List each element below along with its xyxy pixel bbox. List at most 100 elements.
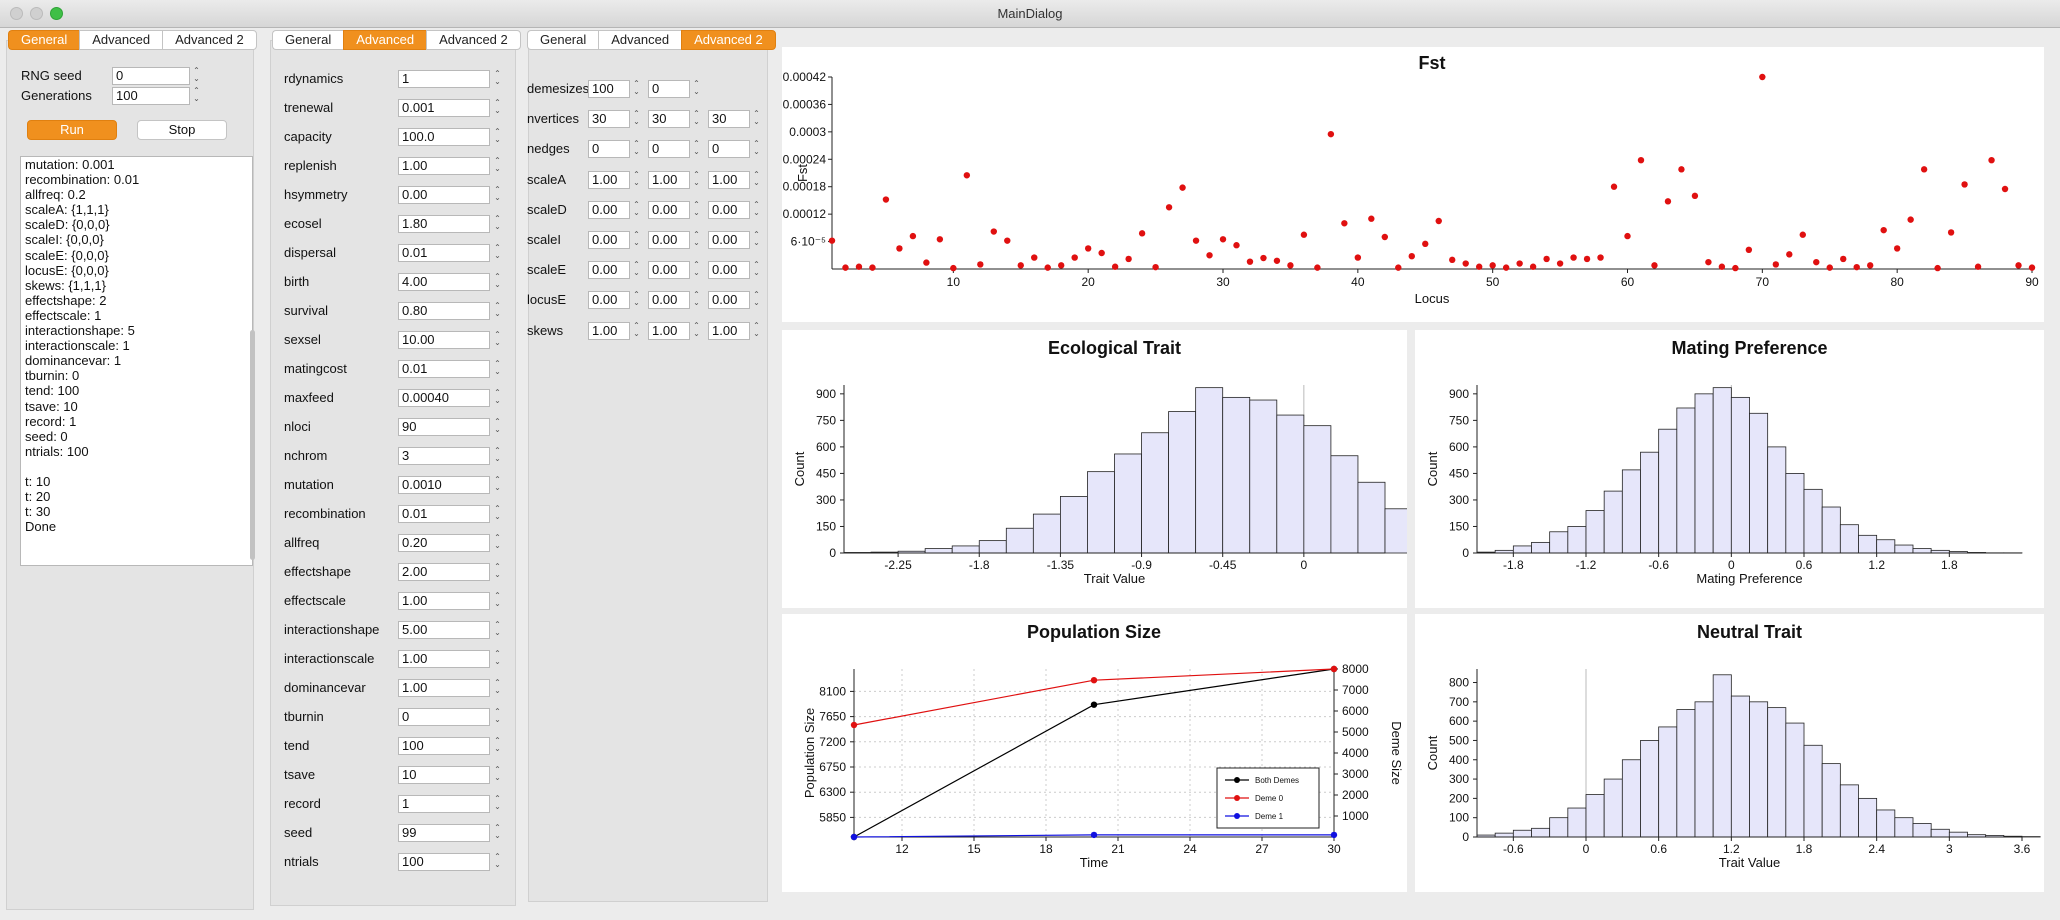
run-button[interactable]: Run (27, 120, 117, 140)
adv2-input-scaleA-2[interactable]: 1.00 (708, 170, 750, 189)
adv2-stepper-demesizes-1[interactable]: ⌃ ⌄ (693, 79, 700, 96)
param-stepper-ecosel[interactable]: ⌃ ⌄ (494, 214, 501, 231)
param-input-dispersal[interactable]: 0.01 (398, 244, 490, 262)
param-stepper-birth[interactable]: ⌃ ⌄ (494, 272, 501, 289)
generations-input[interactable]: 100 (112, 87, 190, 105)
rng-seed-stepper[interactable]: ⌃ ⌄ (193, 66, 200, 83)
param-input-record[interactable]: 1 (398, 795, 490, 813)
param-stepper-dominancevar[interactable]: ⌃ ⌄ (494, 678, 501, 695)
adv2-input-nedges-0[interactable]: 0 (588, 140, 630, 159)
adv2-input-scaleI-0[interactable]: 0.00 (588, 231, 630, 249)
param-input-trenewal[interactable]: 0.001 (398, 99, 490, 117)
adv2-input-skews-0[interactable]: 1.00 (588, 321, 630, 340)
log-scrollbar[interactable] (250, 330, 255, 560)
adv2-stepper-skews-2[interactable]: ⌃ ⌄ (753, 320, 760, 338)
close-window-button[interactable] (10, 7, 23, 20)
param-input-recombination[interactable]: 0.01 (398, 505, 490, 523)
param-input-maxfeed[interactable]: 0.00040 (398, 389, 490, 407)
adv2-stepper-scaleI-0[interactable]: ⌃ ⌄ (633, 230, 640, 247)
adv2-input-locusE-0[interactable]: 0.00 (588, 291, 630, 310)
adv2-input-scaleI-2[interactable]: 0.00 (708, 231, 750, 249)
adv2-input-scaleD-2[interactable]: 0.00 (708, 200, 750, 219)
maximize-window-button[interactable] (50, 7, 63, 20)
param-input-nchrom[interactable]: 3 (398, 447, 490, 465)
param-stepper-hsymmetry[interactable]: ⌃ ⌄ (494, 185, 501, 202)
param-stepper-effectshape[interactable]: ⌃ ⌄ (494, 562, 501, 579)
adv2-stepper-nvertices-0[interactable]: ⌃ ⌄ (633, 109, 640, 127)
param-stepper-record[interactable]: ⌃ ⌄ (494, 794, 501, 811)
generations-stepper[interactable]: ⌃ ⌄ (193, 86, 200, 103)
adv2-input-nvertices-0[interactable]: 30 (588, 110, 630, 129)
adv2-stepper-scaleE-2[interactable]: ⌃ ⌄ (753, 260, 760, 278)
adv2-input-demesizes-1[interactable]: 0 (648, 80, 690, 98)
tab-general[interactable]: General (8, 30, 80, 50)
param-stepper-sexsel[interactable]: ⌃ ⌄ (494, 330, 501, 347)
param-input-tend[interactable]: 100 (398, 737, 490, 755)
adv2-stepper-scaleA-1[interactable]: ⌃ ⌄ (693, 169, 700, 187)
param-input-ntrials[interactable]: 100 (398, 853, 490, 871)
param-input-effectshape[interactable]: 2.00 (398, 563, 490, 581)
param-input-interactionscale[interactable]: 1.00 (398, 650, 490, 668)
param-input-sexsel[interactable]: 10.00 (398, 331, 490, 349)
param-stepper-recombination[interactable]: ⌃ ⌄ (494, 504, 501, 521)
adv2-input-demesizes-0[interactable]: 100 (588, 80, 630, 98)
adv2-stepper-scaleE-0[interactable]: ⌃ ⌄ (633, 260, 640, 278)
adv2-stepper-nvertices-2[interactable]: ⌃ ⌄ (753, 109, 760, 127)
param-stepper-trenewal[interactable]: ⌃ ⌄ (494, 98, 501, 115)
adv2-stepper-nedges-1[interactable]: ⌃ ⌄ (693, 139, 700, 157)
adv2-input-nvertices-1[interactable]: 30 (648, 110, 690, 129)
adv2-input-scaleI-1[interactable]: 0.00 (648, 231, 690, 249)
param-stepper-interactionshape[interactable]: ⌃ ⌄ (494, 620, 501, 637)
adv2-input-scaleD-1[interactable]: 0.00 (648, 200, 690, 219)
adv2-stepper-scaleD-0[interactable]: ⌃ ⌄ (633, 199, 640, 217)
param-input-hsymmetry[interactable]: 0.00 (398, 186, 490, 204)
adv2-stepper-scaleA-2[interactable]: ⌃ ⌄ (753, 169, 760, 187)
adv2-input-skews-1[interactable]: 1.00 (648, 321, 690, 340)
param-input-allfreq[interactable]: 0.20 (398, 534, 490, 552)
tab-general[interactable]: General (527, 30, 599, 50)
adv2-stepper-nvertices-1[interactable]: ⌃ ⌄ (693, 109, 700, 127)
adv2-stepper-scaleD-1[interactable]: ⌃ ⌄ (693, 199, 700, 217)
param-stepper-seed[interactable]: ⌃ ⌄ (494, 823, 501, 840)
adv2-stepper-demesizes-0[interactable]: ⌃ ⌄ (633, 79, 640, 96)
param-input-survival[interactable]: 0.80 (398, 302, 490, 320)
param-stepper-tburnin[interactable]: ⌃ ⌄ (494, 707, 501, 724)
param-input-tburnin[interactable]: 0 (398, 708, 490, 726)
adv2-stepper-scaleE-1[interactable]: ⌃ ⌄ (693, 260, 700, 278)
adv2-stepper-skews-0[interactable]: ⌃ ⌄ (633, 320, 640, 338)
param-stepper-nloci[interactable]: ⌃ ⌄ (494, 417, 501, 434)
adv2-stepper-scaleI-2[interactable]: ⌃ ⌄ (753, 230, 760, 247)
param-stepper-tend[interactable]: ⌃ ⌄ (494, 736, 501, 753)
adv2-input-nedges-1[interactable]: 0 (648, 140, 690, 159)
param-input-seed[interactable]: 99 (398, 824, 490, 842)
stop-button[interactable]: Stop (137, 120, 227, 140)
param-input-capacity[interactable]: 100.0 (398, 128, 490, 146)
adv2-stepper-scaleD-2[interactable]: ⌃ ⌄ (753, 199, 760, 217)
adv2-input-scaleA-1[interactable]: 1.00 (648, 170, 690, 189)
adv2-input-nedges-2[interactable]: 0 (708, 140, 750, 159)
rng-seed-input[interactable]: 0 (112, 67, 190, 85)
adv2-input-locusE-2[interactable]: 0.00 (708, 291, 750, 310)
tab-advanced[interactable]: Advanced (598, 30, 682, 50)
param-stepper-tsave[interactable]: ⌃ ⌄ (494, 765, 501, 782)
adv2-input-scaleE-2[interactable]: 0.00 (708, 261, 750, 280)
tab-advanced-2[interactable]: Advanced 2 (162, 30, 257, 50)
param-stepper-ntrials[interactable]: ⌃ ⌄ (494, 852, 501, 869)
param-input-ecosel[interactable]: 1.80 (398, 215, 490, 233)
minimize-window-button[interactable] (30, 7, 43, 20)
adv2-stepper-skews-1[interactable]: ⌃ ⌄ (693, 320, 700, 338)
param-input-nloci[interactable]: 90 (398, 418, 490, 436)
adv2-stepper-locusE-2[interactable]: ⌃ ⌄ (753, 290, 760, 308)
param-stepper-effectscale[interactable]: ⌃ ⌄ (494, 591, 501, 608)
param-stepper-rdynamics[interactable]: ⌃ ⌄ (494, 69, 501, 86)
param-input-tsave[interactable]: 10 (398, 766, 490, 784)
adv2-stepper-nedges-2[interactable]: ⌃ ⌄ (753, 139, 760, 157)
param-input-birth[interactable]: 4.00 (398, 273, 490, 291)
param-input-matingcost[interactable]: 0.01 (398, 360, 490, 378)
param-stepper-allfreq[interactable]: ⌃ ⌄ (494, 533, 501, 550)
tab-advanced[interactable]: Advanced (79, 30, 163, 50)
param-stepper-mutation[interactable]: ⌃ ⌄ (494, 475, 501, 492)
param-stepper-maxfeed[interactable]: ⌃ ⌄ (494, 388, 501, 405)
adv2-stepper-nedges-0[interactable]: ⌃ ⌄ (633, 139, 640, 157)
param-input-mutation[interactable]: 0.0010 (398, 476, 490, 494)
